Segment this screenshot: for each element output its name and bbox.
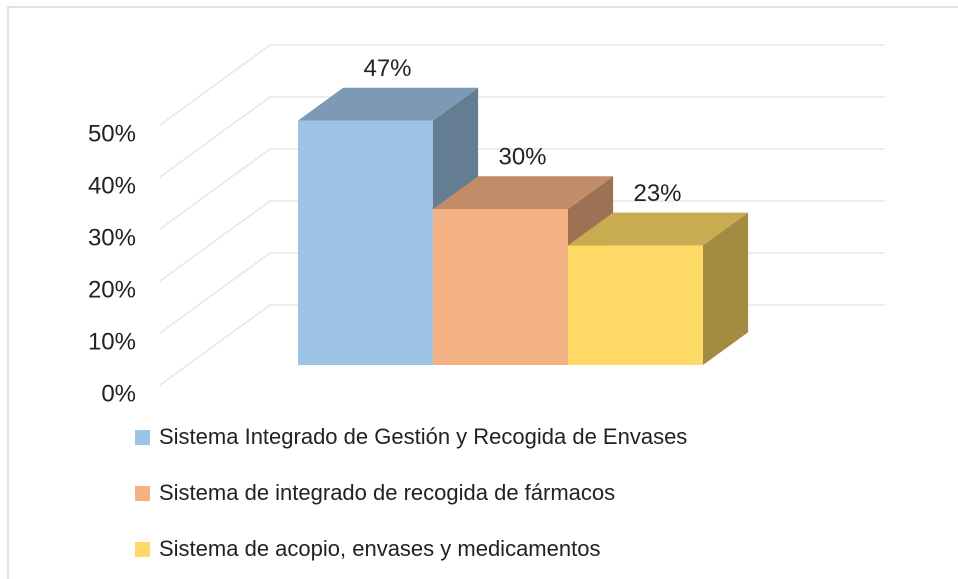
grid-line bbox=[159, 200, 885, 282]
grid-line bbox=[159, 148, 885, 230]
legend-label: Sistema Integrado de Gestión y Recogida … bbox=[159, 424, 687, 449]
y-tick-label: 0% bbox=[101, 380, 136, 407]
bar-side bbox=[703, 212, 749, 365]
data-label: 30% bbox=[498, 144, 546, 171]
grid-line bbox=[159, 96, 885, 178]
legend-label: Sistema de acopio, envases y medicamento… bbox=[159, 536, 600, 561]
y-tick-label: 20% bbox=[88, 276, 136, 303]
data-label: 23% bbox=[633, 180, 681, 207]
bar-top bbox=[298, 87, 479, 121]
bar-top bbox=[433, 176, 614, 209]
grid-line bbox=[159, 44, 885, 126]
legend-swatch bbox=[135, 430, 150, 445]
y-tick-label: 10% bbox=[88, 328, 136, 355]
y-tick-label: 30% bbox=[88, 224, 136, 251]
bar-front bbox=[298, 120, 433, 365]
legend-swatch bbox=[135, 486, 150, 501]
bar-top bbox=[568, 212, 749, 246]
y-tick-label: 40% bbox=[88, 172, 136, 199]
legend-swatch bbox=[135, 542, 150, 557]
bar-front bbox=[433, 209, 568, 365]
bar-front bbox=[568, 245, 703, 365]
legend-label: Sistema de integrado de recogida de fárm… bbox=[159, 480, 615, 505]
chart-border bbox=[7, 6, 958, 579]
data-label: 47% bbox=[363, 55, 411, 82]
y-tick-label: 50% bbox=[88, 120, 136, 147]
